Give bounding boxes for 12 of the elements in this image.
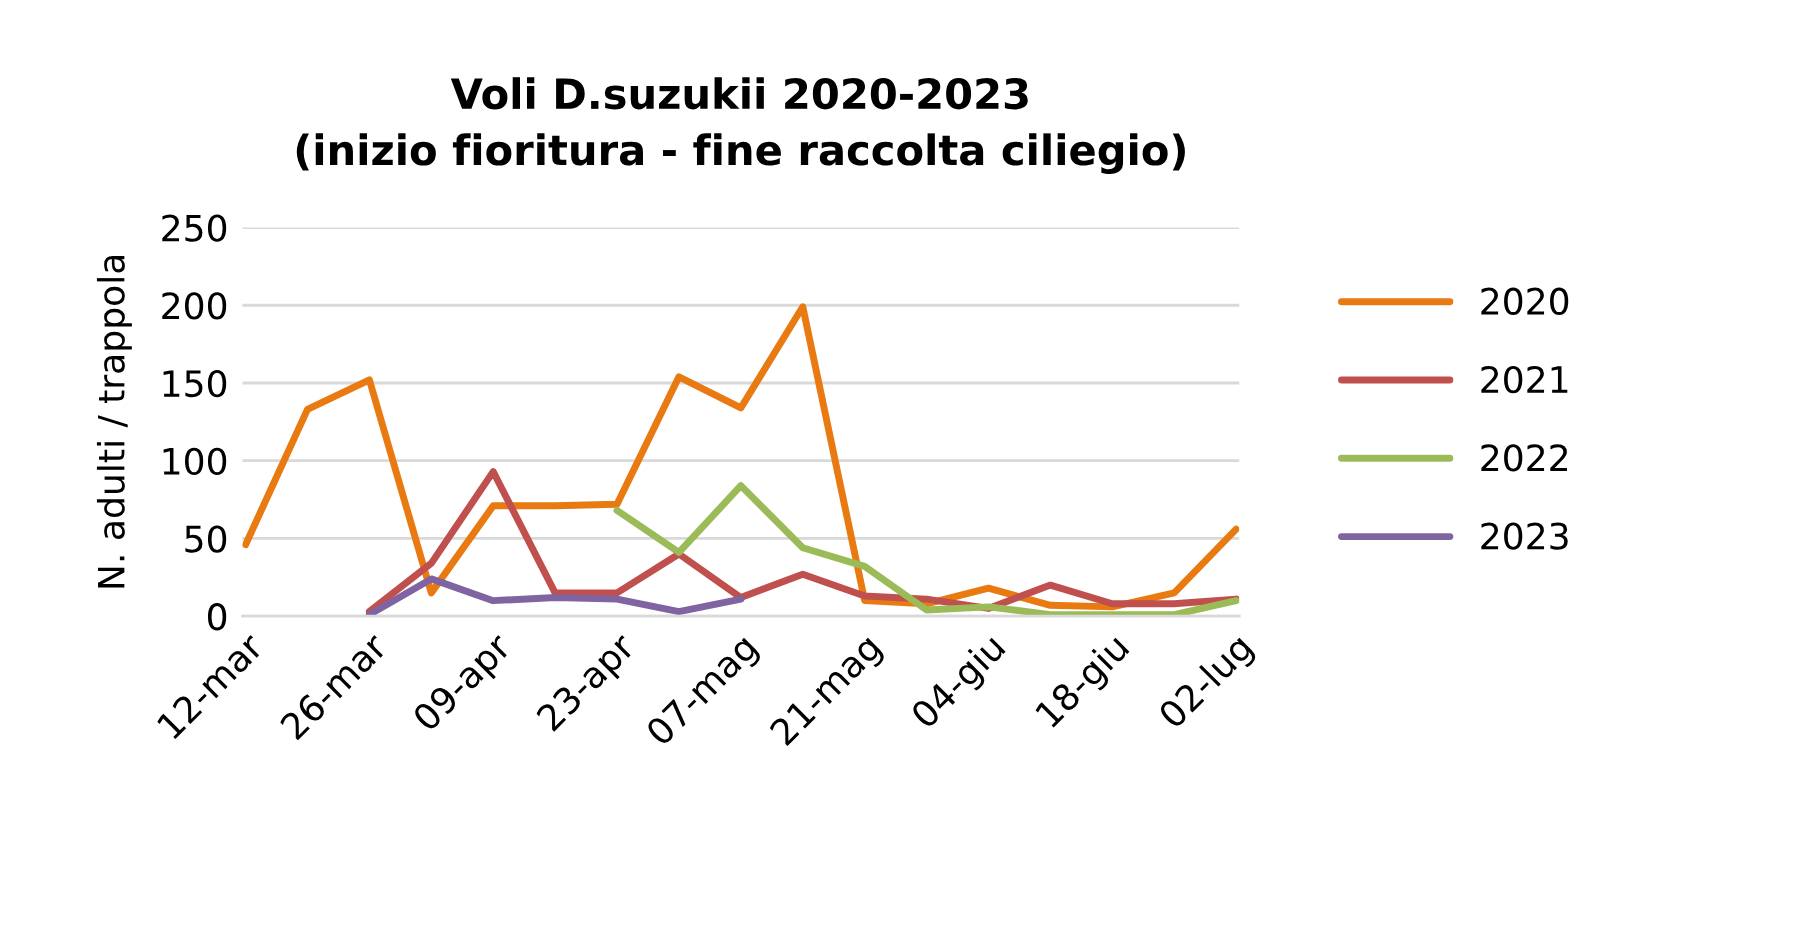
legend-label: 2022 (1481, 444, 1568, 472)
y-tick-label: 50 (185, 525, 227, 553)
y-tick-label: 250 (162, 214, 227, 242)
y-tick-label: 150 (163, 369, 227, 398)
legend-label: 2023 (1481, 522, 1568, 550)
legend-label: 2021 (1481, 365, 1568, 394)
y-axis-title: N. adulti / trappola (96, 255, 132, 588)
chart-title: Voli D.suzukii 2020-2023 (inizio fioritura - fine raccolta ciliegio) (296, 77, 1185, 175)
legend-label: 2020 (1481, 287, 1569, 315)
y-tick-label: 200 (162, 292, 227, 320)
y-tick-label: 100 (163, 447, 227, 475)
y-tick-label: 0 (207, 603, 227, 631)
